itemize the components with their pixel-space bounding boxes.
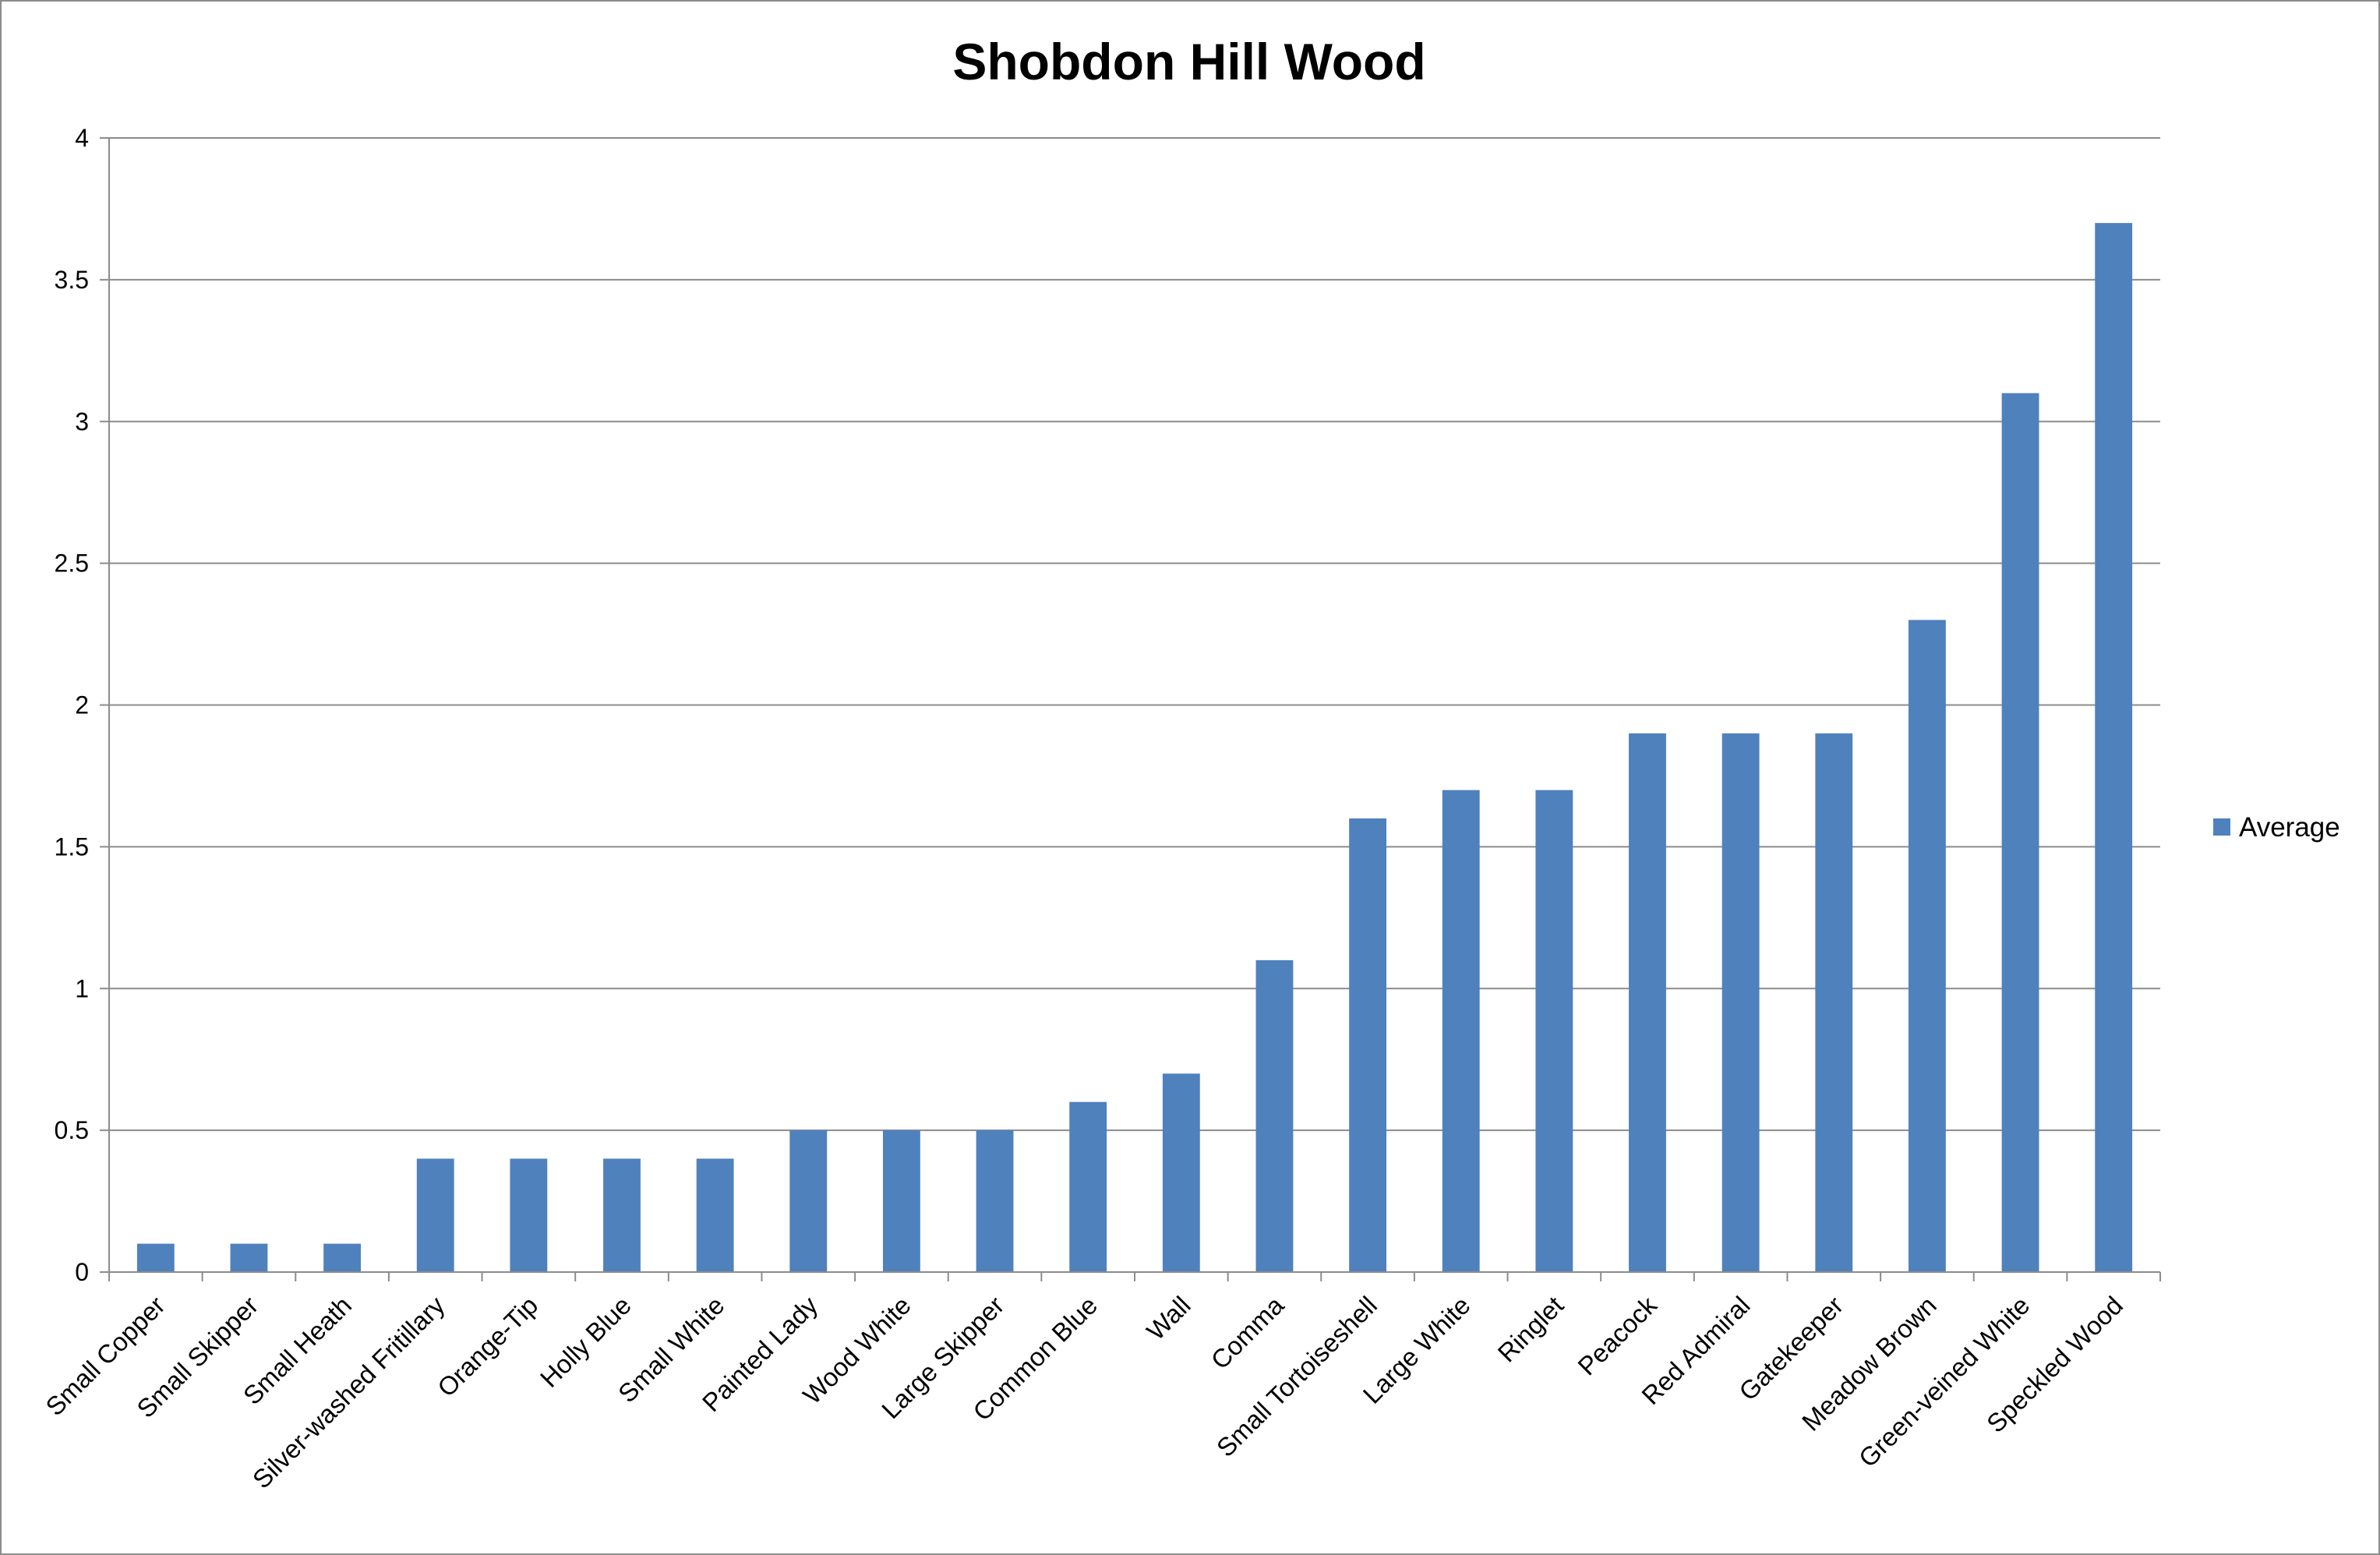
bar (2001, 393, 2039, 1272)
x-tick-label: Silver-washed Fritillary (247, 1290, 450, 1493)
x-tick-label: Green-veined White (1853, 1291, 2036, 1473)
y-tick-label: 3.5 (55, 266, 89, 294)
bar (1442, 790, 1480, 1272)
y-tick-label: 1.5 (55, 832, 89, 861)
legend-label-average: Average (2239, 812, 2340, 843)
chart-title: Shobdon Hill Wood (952, 33, 1425, 90)
bar (230, 1243, 268, 1272)
y-tick-label: 0.5 (55, 1116, 89, 1144)
gridlines (100, 137, 2160, 1273)
y-tick-label: 2.5 (55, 550, 89, 578)
bar (323, 1243, 362, 1272)
bar (603, 1158, 641, 1272)
x-tick-label: Orange-Tip (432, 1291, 543, 1402)
bar (1629, 733, 1666, 1272)
bar (1349, 818, 1387, 1272)
y-tick-label: 3 (75, 408, 89, 436)
bar (789, 1130, 828, 1272)
y-axis-tick-labels: 0 0.5 1 1.5 2 2.5 3 3.5 4 (55, 124, 89, 1286)
bar (696, 1158, 734, 1272)
x-tick-label: Ringlet (1492, 1291, 1570, 1368)
y-tick-label: 1 (75, 974, 89, 1002)
x-tick-label: Comma (1206, 1290, 1290, 1374)
bar (976, 1130, 1014, 1272)
bar (2095, 223, 2133, 1272)
legend-swatch-average (2213, 818, 2230, 836)
bars (136, 223, 2133, 1272)
bar (1815, 733, 1853, 1272)
bar (510, 1158, 548, 1272)
bar (136, 1243, 175, 1272)
x-tick-label: Small Tortoiseshell (1211, 1291, 1382, 1462)
bar (1162, 1073, 1200, 1272)
x-tick-label: Peacock (1572, 1290, 1662, 1380)
legend: Average (2213, 812, 2340, 843)
bar (1069, 1101, 1107, 1272)
y-tick-label: 0 (75, 1258, 89, 1286)
bar (1255, 960, 1294, 1272)
x-tick-label: Wall (1141, 1291, 1196, 1346)
bar (1721, 733, 1760, 1272)
bar (1535, 790, 1573, 1272)
y-tick-label: 2 (75, 691, 89, 719)
bar (1908, 620, 1946, 1272)
axes (108, 138, 2161, 1281)
bar (882, 1130, 920, 1272)
x-tick-label: Holly Blue (535, 1291, 637, 1393)
y-tick-label: 4 (75, 124, 89, 152)
bar (416, 1158, 454, 1272)
